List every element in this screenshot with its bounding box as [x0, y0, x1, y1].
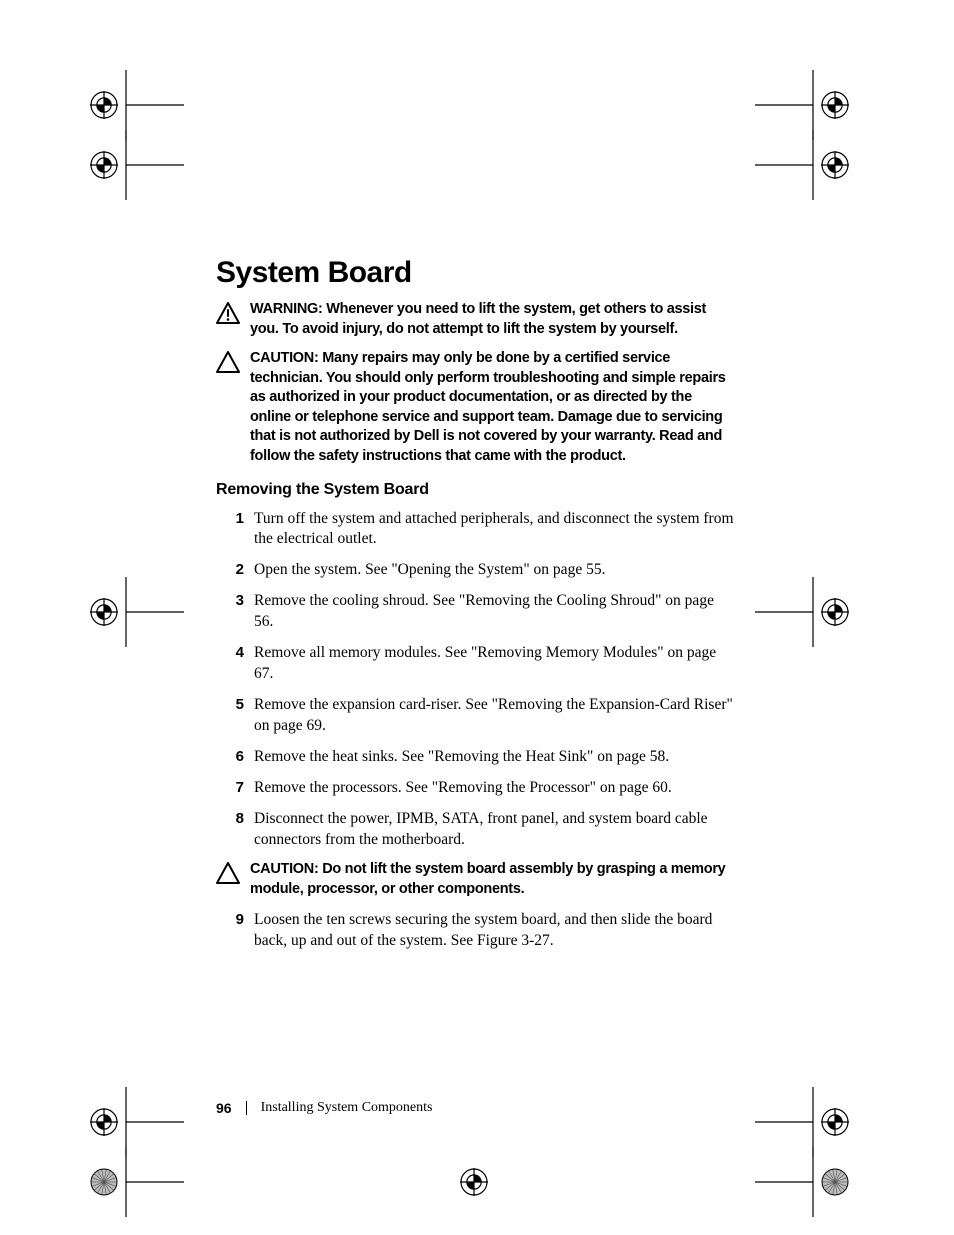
page-footer: 96 Installing System Components [216, 1100, 432, 1116]
caution-1-body: Many repairs may only be done by a certi… [250, 350, 726, 464]
step-2: Open the system. See "Opening the System… [224, 560, 736, 581]
registration-mark [755, 1147, 849, 1217]
registration-mark [755, 130, 849, 200]
step-9: Loosen the ten screws securing the syste… [224, 910, 736, 952]
step-7: Remove the processors. See "Removing the… [224, 778, 736, 799]
footer-section: Installing System Components [261, 1100, 433, 1116]
caution-notice-2: CAUTION: Do not lift the system board as… [216, 860, 736, 899]
step-3: Remove the cooling shroud. See "Removing… [224, 591, 736, 633]
registration-mark [90, 130, 184, 200]
caution-1-label: CAUTION: [250, 350, 318, 366]
footer-divider [246, 1101, 247, 1115]
step-5: Remove the expansion card-riser. See "Re… [224, 695, 736, 737]
step-1: Turn off the system and attached periphe… [224, 509, 736, 551]
warning-icon [216, 300, 250, 339]
caution-2-text: CAUTION: Do not lift the system board as… [250, 860, 736, 899]
warning-label: WARNING: [250, 301, 323, 317]
procedure-steps-cont: Loosen the ten screws securing the syste… [216, 910, 736, 952]
step-6: Remove the heat sinks. See "Removing the… [224, 747, 736, 768]
heading-system-board: System Board [216, 256, 736, 290]
caution-2-body: Do not lift the system board assembly by… [250, 861, 725, 897]
page-number: 96 [216, 1100, 232, 1116]
subheading-removing: Removing the System Board [216, 481, 736, 499]
caution-2-label: CAUTION: [250, 861, 318, 877]
caution-notice-1: CAUTION: Many repairs may only be done b… [216, 349, 736, 466]
caution-1-text: CAUTION: Many repairs may only be done b… [250, 349, 736, 466]
warning-notice: WARNING: Whenever you need to lift the s… [216, 300, 736, 339]
procedure-steps: Turn off the system and attached periphe… [216, 509, 736, 851]
caution-icon [216, 860, 250, 899]
registration-mark [90, 577, 184, 647]
registration-mark [755, 577, 849, 647]
step-8: Disconnect the power, IPMB, SATA, front … [224, 809, 736, 851]
step-4: Remove all memory modules. See "Removing… [224, 643, 736, 685]
registration-mark [90, 1147, 184, 1217]
page-content: System Board WARNING: Whenever you need … [216, 256, 736, 961]
warning-text: WARNING: Whenever you need to lift the s… [250, 300, 736, 339]
caution-icon [216, 349, 250, 466]
registration-mark [460, 1168, 488, 1196]
